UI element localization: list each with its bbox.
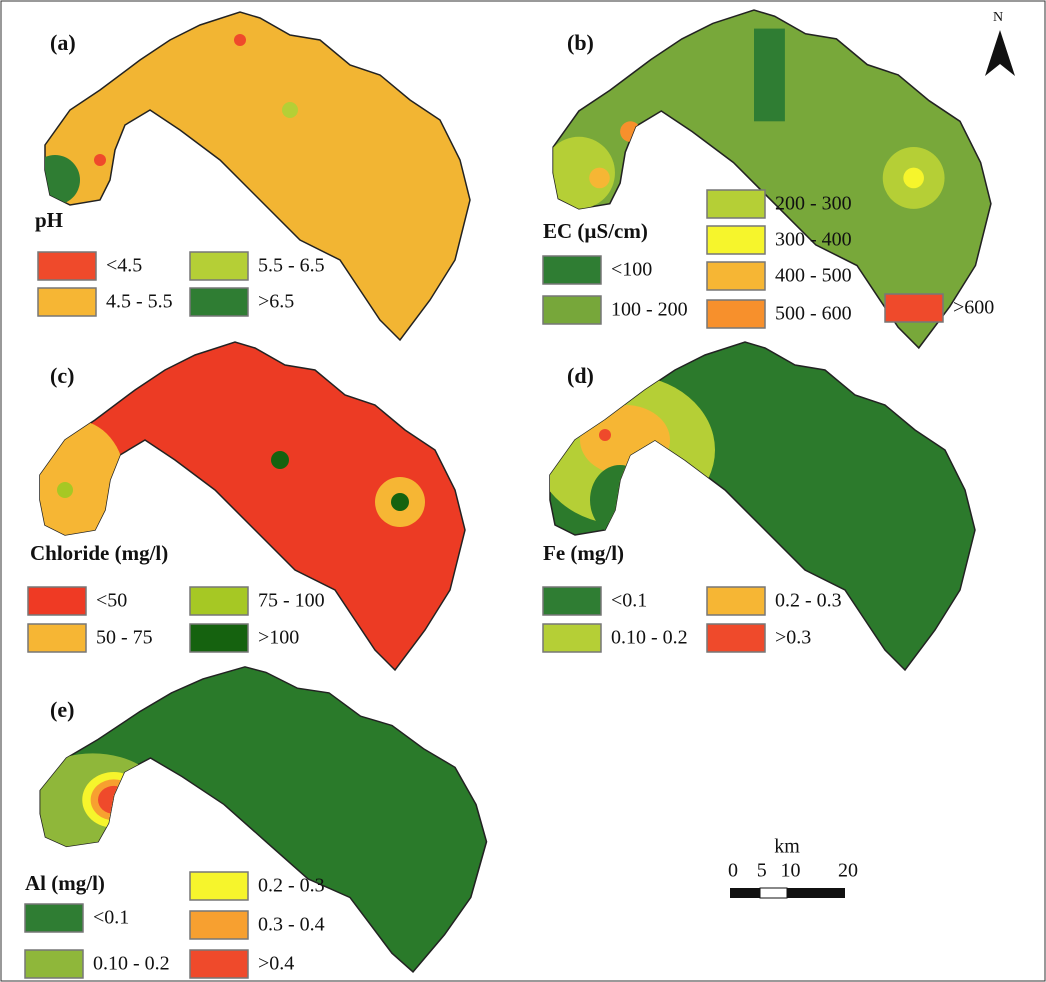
legend-label: >100 <box>258 627 299 649</box>
legend-label: <0.1 <box>611 590 647 612</box>
legend-swatch <box>28 624 86 652</box>
map-d <box>535 342 975 670</box>
legend-swatch <box>38 288 96 316</box>
panel-label: (d) <box>567 363 594 388</box>
legend-title: Fe (mg/l) <box>543 541 624 565</box>
legend-label: 0.2 - 0.3 <box>258 875 325 897</box>
legend-label: <0.1 <box>93 907 129 929</box>
legend-label: 300 - 400 <box>775 229 852 251</box>
panel-label: (e) <box>50 697 74 722</box>
legend-label: 75 - 100 <box>258 590 325 612</box>
legend-swatch <box>190 288 248 316</box>
legend-label: 4.5 - 5.5 <box>106 291 173 313</box>
legend-swatch <box>885 294 943 322</box>
legend-swatch <box>707 300 765 328</box>
legend-title: Al (mg/l) <box>25 871 105 895</box>
legend-swatch <box>25 904 83 932</box>
legend-swatch <box>707 587 765 615</box>
legend-label: >600 <box>953 297 994 319</box>
legend-swatch <box>543 624 601 652</box>
north-arrow: N <box>985 10 1015 76</box>
legend-label: 0.3 - 0.4 <box>258 914 325 936</box>
panel-label: (b) <box>567 30 594 55</box>
legend-swatch <box>25 950 83 978</box>
map-c <box>25 342 465 670</box>
legend-swatch <box>543 587 601 615</box>
legend-label: 0.10 - 0.2 <box>93 953 170 975</box>
legend-swatch <box>543 296 601 324</box>
legend-swatch <box>707 226 765 254</box>
north-label: N <box>993 10 1003 25</box>
legend-swatch <box>38 252 96 280</box>
scale-tick-label: 20 <box>838 860 858 882</box>
legend-label: 50 - 75 <box>96 627 153 649</box>
legend-label: 0.10 - 0.2 <box>611 627 688 649</box>
legend-title: Chloride (mg/l) <box>30 541 168 565</box>
legend-label: >6.5 <box>258 291 294 313</box>
panel-label: (c) <box>50 363 74 388</box>
legend-swatch <box>190 950 248 978</box>
scale-unit: km <box>774 836 800 858</box>
legend-swatch <box>543 256 601 284</box>
legend-label: <50 <box>96 590 127 612</box>
legend-swatch <box>707 262 765 290</box>
scale-tick-label: 0 <box>728 860 738 882</box>
legend-title: pH <box>35 208 63 232</box>
legend-swatch <box>190 624 248 652</box>
legend-label: <4.5 <box>106 255 142 277</box>
legend-label: <100 <box>611 259 652 281</box>
legend-label: 400 - 500 <box>775 265 852 287</box>
figure: N km (a) pH <4.5 4.5 - 5.5 5.5 - 6.5 >6.5 (b) E… <box>0 0 1046 982</box>
legend-swatch <box>190 911 248 939</box>
legend-label: 100 - 200 <box>611 299 688 321</box>
legend-label: 0.2 - 0.3 <box>775 590 842 612</box>
legend-title: EC (µS/cm) <box>543 219 648 243</box>
legend-swatch <box>190 587 248 615</box>
legend-swatch <box>707 190 765 218</box>
scale-tick-label: 5 <box>757 860 767 882</box>
panel-label: (a) <box>50 30 76 55</box>
legend-label: >0.3 <box>775 627 811 649</box>
legend-swatch <box>190 872 248 900</box>
legend-swatch <box>707 624 765 652</box>
map-e <box>19 667 486 972</box>
legend-label: 5.5 - 6.5 <box>258 255 325 277</box>
legend-swatch <box>190 252 248 280</box>
legend-label: >0.4 <box>258 953 294 975</box>
scale-tick-label: 10 <box>781 860 801 882</box>
legend-label: 500 - 600 <box>775 303 852 325</box>
legend-label: 200 - 300 <box>775 193 852 215</box>
legend-swatch <box>28 587 86 615</box>
